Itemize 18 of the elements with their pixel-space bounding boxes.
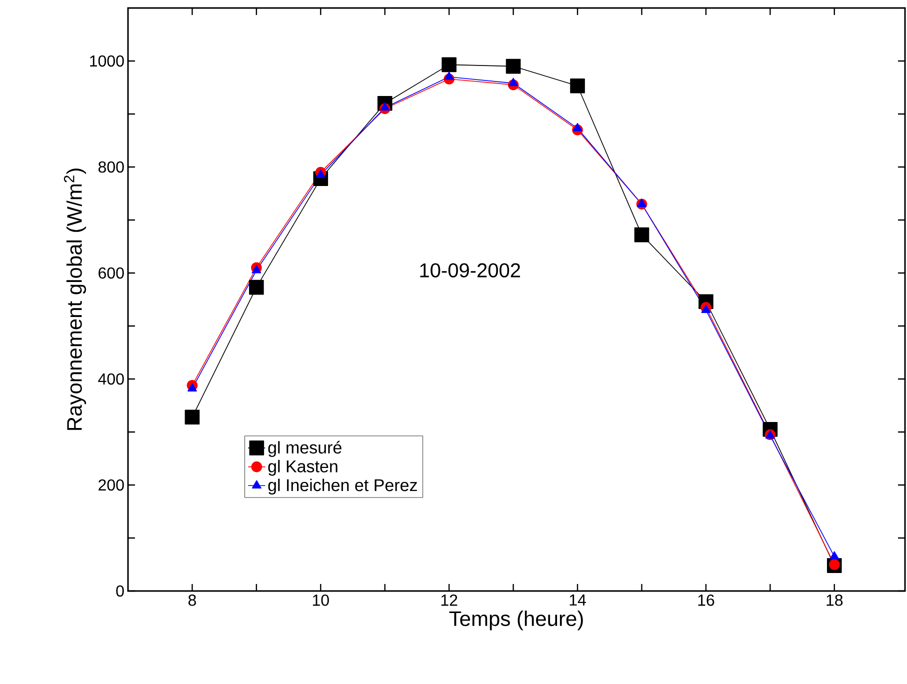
x-tick-label: 12	[441, 594, 458, 606]
x-axis-title: Temps (heure)	[449, 610, 583, 630]
annotation: 10-09-2002	[420, 263, 520, 278]
x-tick-label: 10	[312, 594, 329, 606]
x-tick-label: 18	[826, 594, 843, 606]
y-tick-label: 1000	[90, 55, 124, 67]
x-tick-label: 16	[698, 594, 714, 606]
x-tick-label: 14	[570, 594, 586, 606]
legend-label: gl Ineichen et Perez	[268, 478, 417, 495]
y-tick-label: 200	[98, 479, 124, 491]
legend-label: gl mesuré	[268, 440, 342, 457]
x-tick-label: 8	[188, 594, 196, 606]
legend-label: gl Kasten	[268, 460, 338, 476]
y-tick-label: 800	[98, 161, 124, 173]
y-tick-label: 0	[116, 585, 124, 597]
y-tick-label: 400	[98, 373, 124, 385]
y-axis-title: Rayonnement global (W/m$^{2}$)	[64, 168, 86, 430]
y-tick-label: 600	[98, 267, 124, 279]
